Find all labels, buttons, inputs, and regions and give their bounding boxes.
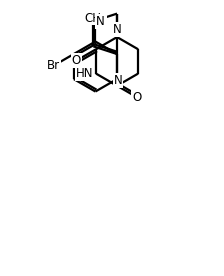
Text: O: O (132, 91, 142, 104)
Text: HN: HN (76, 67, 93, 80)
Text: CH₃: CH₃ (84, 12, 106, 25)
Text: N: N (113, 23, 121, 36)
Text: N: N (96, 15, 105, 28)
Text: O: O (71, 54, 81, 67)
Text: Br: Br (47, 59, 60, 72)
Text: N: N (114, 74, 123, 87)
